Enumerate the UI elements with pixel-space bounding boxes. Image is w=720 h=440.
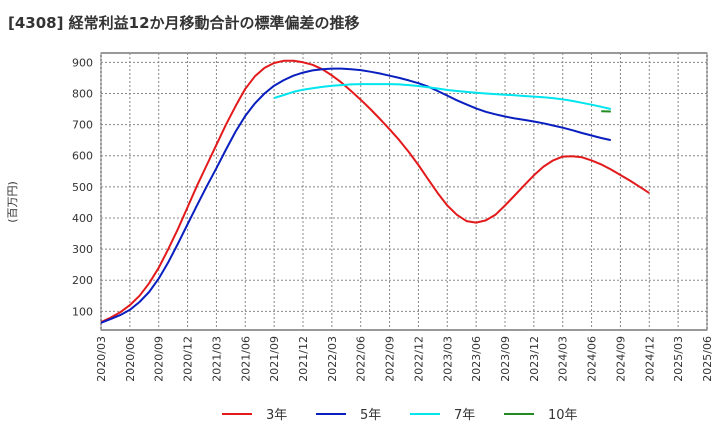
x-tick-label: 2022/06 [355, 336, 368, 382]
legend: 3年 5年 7年 10年 [222, 408, 578, 423]
x-tick-label: 2024/12 [643, 336, 656, 382]
legend-label: 10年 [548, 408, 578, 423]
y-tick-label: 200 [72, 274, 93, 287]
plot-area [100, 52, 708, 331]
x-tick-label: 2021/03 [210, 336, 223, 382]
x-tick-label: 2023/09 [499, 336, 512, 382]
x-tick-label: 2024/03 [557, 336, 570, 382]
legend-label: 3年 [266, 408, 287, 423]
x-tick-label: 2023/03 [441, 336, 454, 382]
y-tick-label: 100 [72, 305, 93, 318]
y-axis: 100 200 300 400 500 600 700 800 900 [72, 56, 93, 318]
x-tick-label: 2024/09 [614, 336, 627, 382]
x-tick-label: 2024/06 [586, 336, 599, 382]
x-axis: 2020/03 2020/06 2020/09 2020/12 2021/03 2021/… [95, 336, 714, 382]
series-line-3 [273, 83, 612, 110]
y-axis-label: (百万円) [6, 181, 19, 223]
series-line-2 [100, 67, 612, 324]
x-tick-label: 2022/03 [326, 336, 339, 382]
x-tick-label: 2022/09 [384, 336, 397, 382]
x-tick-label: 2021/12 [297, 336, 310, 382]
x-tick-label: 2022/12 [412, 336, 425, 382]
y-tick-label: 400 [72, 212, 93, 225]
legend-label: 7年 [454, 408, 475, 423]
x-tick-label: 2025/06 [701, 336, 714, 382]
x-tick-label: 2023/06 [470, 336, 483, 382]
x-tick-label: 2020/03 [95, 336, 108, 382]
y-tick-label: 900 [72, 56, 93, 69]
y-tick-label: 600 [72, 150, 93, 163]
series-line-1 [100, 59, 650, 324]
x-tick-label: 2020/09 [153, 336, 166, 382]
y-tick-label: 700 [72, 119, 93, 132]
grid-lines [100, 53, 708, 330]
series-lines [100, 59, 650, 324]
x-tick-label: 2025/03 [672, 336, 685, 382]
x-tick-label: 2023/12 [528, 336, 541, 382]
legend-label: 5年 [360, 408, 381, 423]
chart-title: [4308] 経常利益12か月移動合計の標準偏差の推移 [8, 14, 360, 32]
x-tick-label: 2021/09 [268, 336, 281, 382]
x-tick-label: 2020/12 [182, 336, 195, 382]
x-tick-label: 2020/06 [124, 336, 137, 382]
y-tick-label: 800 [72, 87, 93, 100]
x-tick-label: 2021/06 [239, 336, 252, 382]
y-tick-label: 300 [72, 243, 93, 256]
y-tick-label: 500 [72, 181, 93, 194]
